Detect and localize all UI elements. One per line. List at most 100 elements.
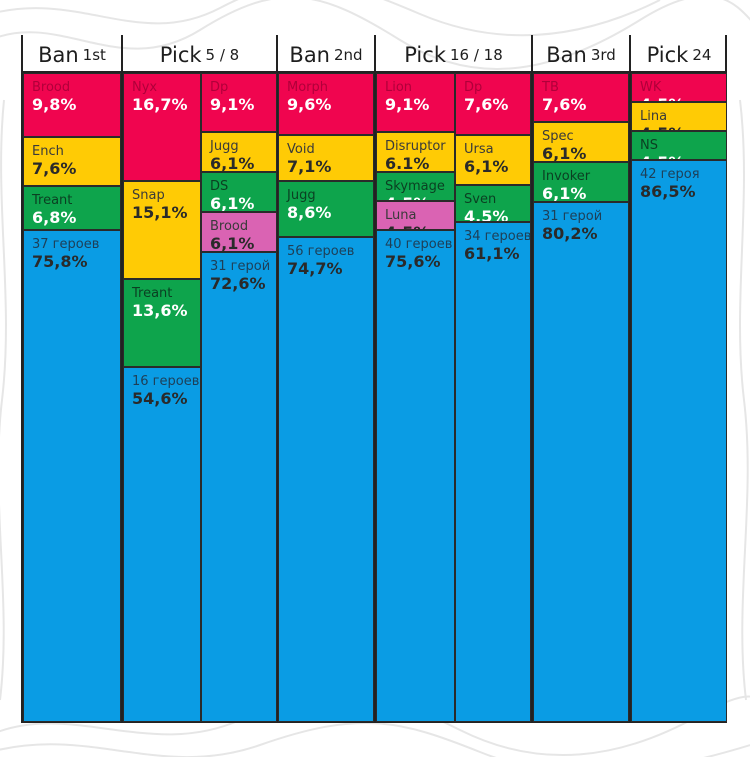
- segment-label: Morph: [287, 80, 329, 95]
- segment-label: 37 героев: [32, 237, 100, 252]
- segment-value: 6,1%: [542, 144, 587, 162]
- header-main: Ban: [546, 43, 587, 67]
- bar-segment: Treant 6,8%: [23, 186, 121, 230]
- segment-value: 7,6%: [32, 159, 77, 178]
- segment-value: 7,6%: [542, 95, 587, 114]
- segment-value: 15,1%: [132, 203, 188, 222]
- segment-label: Jugg: [210, 139, 239, 154]
- segment-value: 6,1%: [210, 234, 255, 252]
- segment-label: Brood: [32, 80, 71, 95]
- bar-segment: Nyx 16,7%: [123, 73, 201, 181]
- segment-value: 16,7%: [132, 95, 188, 114]
- segment-label: Sven: [464, 192, 497, 207]
- header-main: Pick: [159, 43, 202, 67]
- segment-value: 9,6%: [287, 95, 332, 114]
- bar-segment: Spec 6,1%: [533, 122, 629, 162]
- segment-value: 4,5%: [640, 96, 726, 102]
- segment-label: Ench: [32, 144, 64, 159]
- segment-label: Void: [287, 142, 315, 157]
- segment-value: 4,5%: [385, 195, 454, 201]
- segment-label: DS: [210, 179, 229, 194]
- bar-segment: NS4,5%: [631, 131, 727, 160]
- bar-segment: Disruptor 6.1%: [376, 132, 455, 172]
- segment-value: 54,6%: [132, 389, 188, 408]
- segment-label: 56 героев: [287, 244, 355, 259]
- segment-label: Ursa: [464, 142, 494, 157]
- segment-label: Invoker: [542, 169, 591, 184]
- header-main: Ban: [38, 43, 79, 67]
- segment-label: Treant: [132, 286, 173, 301]
- segment-value: 4,5%: [385, 224, 454, 230]
- header-ban-1st: Ban 1st: [23, 38, 121, 72]
- segment-label: Lina: [640, 109, 668, 124]
- segment-value: 72,6%: [210, 274, 266, 293]
- bar-segment: TB 7,6%: [533, 73, 629, 122]
- header-pick-24: Pick 24: [631, 38, 727, 72]
- bar-segment: 16 героев 54,6%: [123, 367, 201, 722]
- segment-value: 7,1%: [287, 157, 332, 176]
- segment-value: 61,1%: [464, 244, 520, 263]
- bar-segment: Dp 9,1%: [201, 73, 277, 132]
- header-sub: 5 / 8: [205, 46, 240, 64]
- segment-label: 16 героев: [132, 374, 200, 389]
- bar-segment: WK4,5%: [631, 73, 727, 102]
- bar-segment: 34 героев 61,1%: [455, 222, 531, 722]
- segment-label: Disruptor: [385, 139, 446, 154]
- segment-label: Brood: [210, 219, 249, 234]
- segment-label: Dp: [210, 80, 229, 95]
- group-divider: [374, 35, 376, 723]
- segment-value: 4,5%: [464, 207, 509, 222]
- segment-value: 4,5%: [640, 154, 726, 160]
- segment-value: 86,5%: [640, 182, 696, 201]
- segment-value: 7,6%: [464, 95, 509, 114]
- bar-segment: Sven 4,5%: [455, 185, 531, 222]
- segment-value: 6,1%: [464, 157, 509, 176]
- segment-value: 6.1%: [385, 154, 430, 172]
- header-sub: 2nd: [334, 46, 363, 64]
- segment-value: 8,6%: [287, 203, 332, 222]
- bar-segment: Ursa 6,1%: [455, 135, 531, 185]
- bar-segment: 40 героев 75,6%: [376, 230, 455, 722]
- header-main: Ban: [289, 43, 330, 67]
- segment-value: 75,6%: [385, 252, 441, 271]
- bar-segment: Invoker 6,1%: [533, 162, 629, 202]
- header-sub: 3rd: [590, 46, 616, 64]
- bar-segment: Brood 9,8%: [23, 73, 121, 137]
- segment-label: Nyx: [132, 80, 158, 95]
- bar-segment: Lina4,5%: [631, 102, 727, 131]
- header-main: Pick: [646, 43, 689, 67]
- segment-value: 9,1%: [210, 95, 255, 114]
- segment-value: 9,1%: [385, 95, 430, 114]
- segment-label: Snap: [132, 188, 165, 203]
- header-ban-3rd: Ban 3rd: [533, 38, 629, 72]
- header-pick-16-18: Pick 16 / 18: [376, 38, 531, 72]
- segment-value: 4,5%: [640, 125, 726, 131]
- bar-segment: 56 героев 74,7%: [278, 237, 374, 722]
- segment-label: Lion: [385, 80, 413, 95]
- segment-label: WK: [640, 80, 662, 95]
- bar-segment: 37 героев 75,8%: [23, 230, 121, 722]
- segment-label: 31 герой: [210, 259, 271, 274]
- segment-label: 34 героев: [464, 229, 531, 244]
- segment-label: Dp: [464, 80, 483, 95]
- bar-segment: Jugg 6,1%: [201, 132, 277, 172]
- segment-label: 31 герой: [542, 209, 603, 224]
- header-sub: 24: [692, 46, 712, 64]
- segment-label: 42 героя: [640, 167, 700, 182]
- bar-segment: Ench 7,6%: [23, 137, 121, 186]
- bar-segment: 31 герой 80,2%: [533, 202, 629, 722]
- segment-value: 9,8%: [32, 95, 77, 114]
- group-divider: [276, 35, 278, 723]
- segment-label: 40 героев: [385, 237, 453, 252]
- group-divider: [121, 35, 123, 723]
- segment-value: 6,1%: [210, 194, 255, 212]
- segment-label: Luna: [385, 208, 417, 223]
- segment-label: Skymage: [385, 179, 445, 194]
- segment-label: Treant: [32, 193, 73, 208]
- segment-label: Jugg: [287, 188, 316, 203]
- bar-segment: Snap 15,1%: [123, 181, 201, 279]
- segment-value: 13,6%: [132, 301, 188, 320]
- bar-segment: DS 6,1%: [201, 172, 277, 212]
